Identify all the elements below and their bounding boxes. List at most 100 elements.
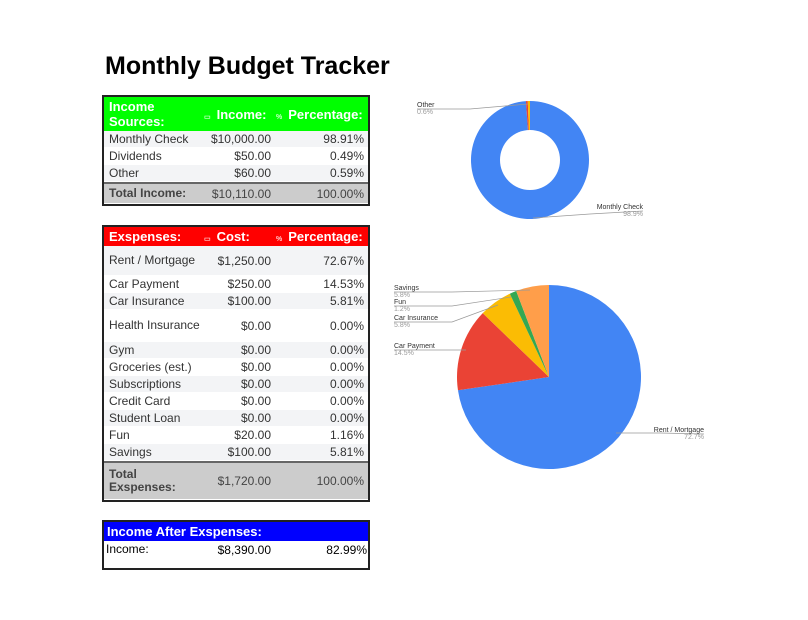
table-row: Health Insurance $0.00 0.00% <box>104 310 368 342</box>
total-amount: $10,110.00 <box>211 186 271 201</box>
money-icon: ▭ <box>204 113 211 121</box>
slice-value: 0.6% <box>417 109 433 116</box>
cell-pct: 0.00% <box>329 377 364 391</box>
leader-line <box>532 210 644 219</box>
table-row: Savings $100.00 5.81% <box>104 444 368 461</box>
cell-label: Monthly Check <box>109 131 189 146</box>
slice-label: Other <box>417 102 435 109</box>
cell-label: Groceries (est.) <box>109 359 192 374</box>
income-header-label: Income Sources: <box>109 99 165 129</box>
cell-pct: 5.81% <box>329 445 364 459</box>
cell-pct: 72.67% <box>323 253 364 268</box>
expenses-header-label: Exspenses: <box>109 229 182 244</box>
income-header-amount: Income: <box>216 106 267 122</box>
income-header: Income Sources: ▭ Income: % Percentage: <box>104 97 368 131</box>
cell-amount: $0.00 <box>240 377 271 391</box>
cell-amount: $0.00 <box>240 411 271 425</box>
cell-amount: $0.00 <box>240 318 271 333</box>
slice-value: 72.7% <box>684 434 704 441</box>
table-row: Monthly Check $10,000.00 98.91% <box>104 131 368 148</box>
cell-pct: 5.81% <box>329 294 364 308</box>
cell-amount: $250.00 <box>227 277 271 291</box>
pie-slice-car-payment[interactable] <box>457 313 549 391</box>
pie-slice-fun[interactable] <box>509 291 549 377</box>
cell-label: Health Insurance <box>109 318 200 332</box>
pie-slice-rent-mortgage[interactable] <box>457 285 641 470</box>
slice-label: Fun <box>394 299 406 306</box>
leader-line <box>417 103 529 110</box>
pie-slice-car-insurance[interactable] <box>482 293 549 377</box>
cell-amount: $0.00 <box>240 343 271 357</box>
income-header-pct: Percentage: <box>288 106 363 122</box>
cell-amount: $20.00 <box>234 428 271 442</box>
percent-icon: % <box>276 236 283 243</box>
leader-line <box>394 304 499 323</box>
cell-pct: 98.91% <box>323 132 364 146</box>
cell-pct: 0.00% <box>329 343 364 357</box>
pie-slice-savings[interactable] <box>516 285 549 377</box>
donut-hole <box>500 130 560 190</box>
income-after-table: Income After Exspenses: Income: $8,390.0… <box>102 520 370 570</box>
cell-amount: $10,000.00 <box>210 132 271 146</box>
slice-value: 14.5% <box>394 350 414 357</box>
table-row: Dividends $50.00 0.49% <box>104 148 368 165</box>
total-label: Total Income: <box>109 186 187 200</box>
page-title: Monthly Budget Tracker <box>105 52 390 80</box>
cell-amount: $100.00 <box>227 445 271 459</box>
cell-label: Fun <box>109 427 130 442</box>
cell-pct: 0.00% <box>329 318 364 333</box>
table-row: Groceries (est.) $0.00 0.00% <box>104 359 368 376</box>
total-pct: 100.00% <box>316 186 364 201</box>
cell-pct: 0.49% <box>329 149 364 163</box>
cell-amount: $1,250.00 <box>217 253 271 268</box>
cell-amount: $100.00 <box>227 294 271 308</box>
slice-label: Rent / Mortgage <box>654 427 704 434</box>
after-pct: 82.99% <box>326 542 367 557</box>
cell-label: Other <box>109 165 140 180</box>
cell-label: Subscriptions <box>109 376 182 391</box>
cell-pct: 0.00% <box>329 394 364 408</box>
after-label: Income: <box>106 542 149 556</box>
total-label: Total Exspenses: <box>109 467 176 494</box>
table-row: Car Payment $250.00 14.53% <box>104 276 368 293</box>
cell-label: Gym <box>109 342 135 357</box>
table-row: Fun $20.00 1.16% <box>104 427 368 444</box>
expenses-total-row: Total Exspenses: $1,720.00 100.00% <box>104 461 368 500</box>
cell-pct: 1.16% <box>329 428 364 442</box>
cell-label: Credit Card <box>109 393 171 408</box>
cell-label: Car Insurance <box>109 293 185 308</box>
cell-amount: $0.00 <box>240 360 271 374</box>
cell-pct: 0.00% <box>329 411 364 425</box>
slice-value: 98.9% <box>623 211 643 218</box>
total-amount: $1,720.00 <box>217 474 271 488</box>
cell-amount: $60.00 <box>234 166 271 180</box>
table-row: Subscriptions $0.00 0.00% <box>104 376 368 393</box>
slice-value: 1.2% <box>394 306 410 313</box>
table-row: Credit Card $0.00 0.00% <box>104 393 368 410</box>
table-row: Other $60.00 0.59% <box>104 165 368 182</box>
leader-line <box>394 296 512 307</box>
slice-label: Car Payment <box>394 343 435 350</box>
expenses-table: Exspenses: ▭ Cost: % Percentage: Rent / Mo… <box>102 225 370 502</box>
cell-pct: 0.00% <box>329 360 364 374</box>
after-amount: $8,390.00 <box>217 542 271 557</box>
slice-value: 5.8% <box>394 322 410 329</box>
table-row: Gym $0.00 0.00% <box>104 342 368 359</box>
after-header: Income After Exspenses: <box>104 522 368 541</box>
cell-label: Student Loan <box>109 410 181 425</box>
cell-pct: 0.59% <box>329 166 364 180</box>
expenses-header: Exspenses: ▭ Cost: % Percentage: <box>104 227 368 246</box>
table-row: Student Loan $0.00 0.00% <box>104 410 368 427</box>
expenses-header-amount: Cost: <box>216 229 250 244</box>
slice-label: Car Insurance <box>394 315 438 322</box>
money-icon: ▭ <box>204 236 211 243</box>
cell-amount: $0.00 <box>240 394 271 408</box>
income-table: Income Sources: ▭ Income: % Percentage: Mo… <box>102 95 370 206</box>
after-header-label: Income After Exspenses: <box>107 524 262 539</box>
cell-amount: $50.00 <box>234 149 271 163</box>
slice-label: Monthly Check <box>597 204 644 211</box>
slice-label: Savings <box>394 285 419 292</box>
income-total-row: Total Income: $10,110.00 100.00% <box>104 182 368 204</box>
cell-label: Car Payment <box>109 276 180 291</box>
